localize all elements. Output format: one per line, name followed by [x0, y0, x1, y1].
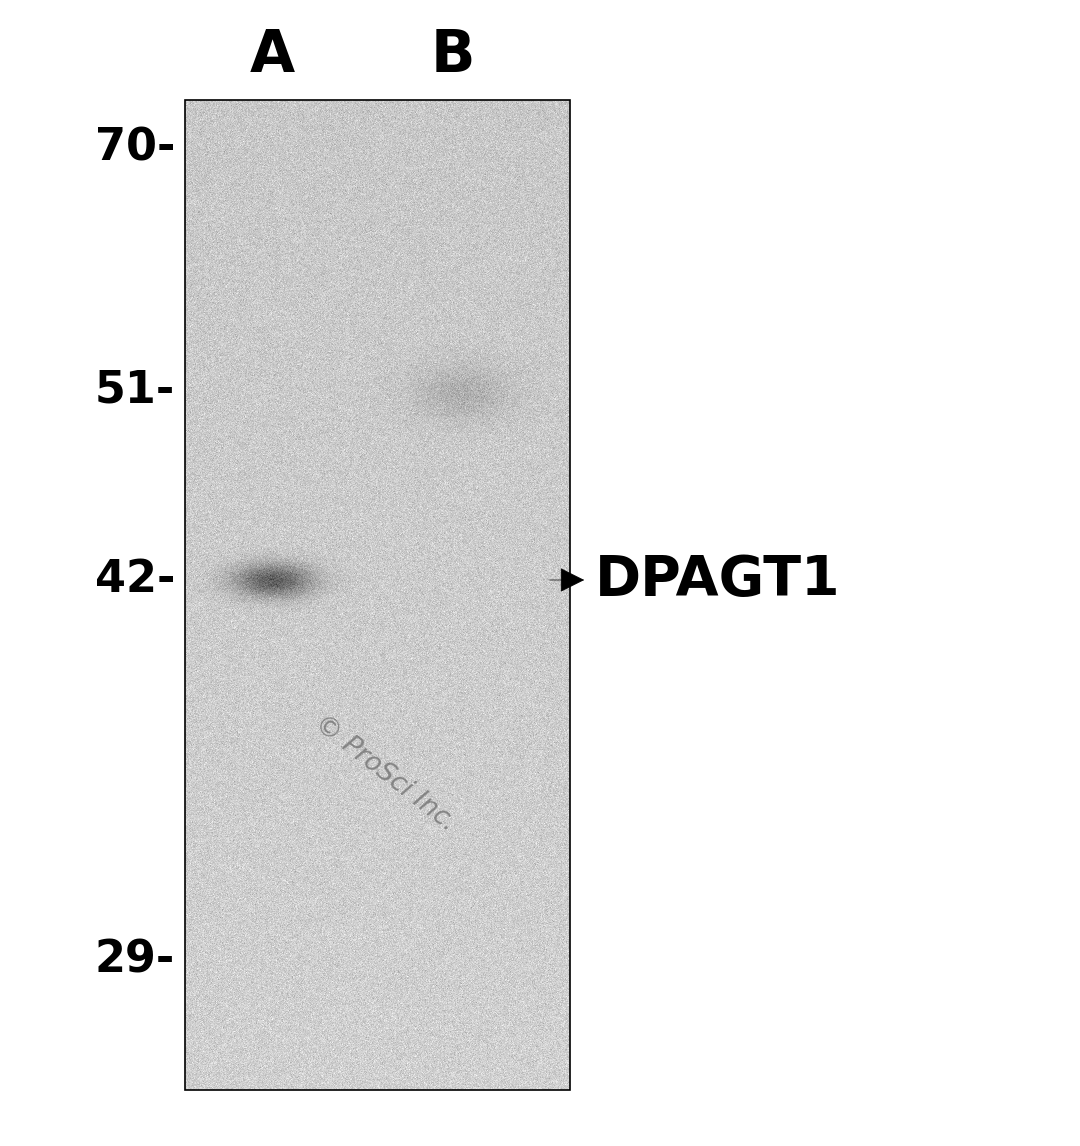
Text: 29-: 29- — [95, 939, 175, 981]
Text: A: A — [249, 26, 295, 84]
Bar — [185, 100, 570, 1090]
Text: DPAGT1: DPAGT1 — [595, 554, 840, 607]
Text: 42-: 42- — [95, 558, 175, 602]
Text: B: B — [431, 26, 475, 84]
Text: © ProSci Inc.: © ProSci Inc. — [310, 711, 461, 837]
Text: 70-: 70- — [95, 126, 175, 170]
Text: 51-: 51- — [95, 369, 175, 411]
